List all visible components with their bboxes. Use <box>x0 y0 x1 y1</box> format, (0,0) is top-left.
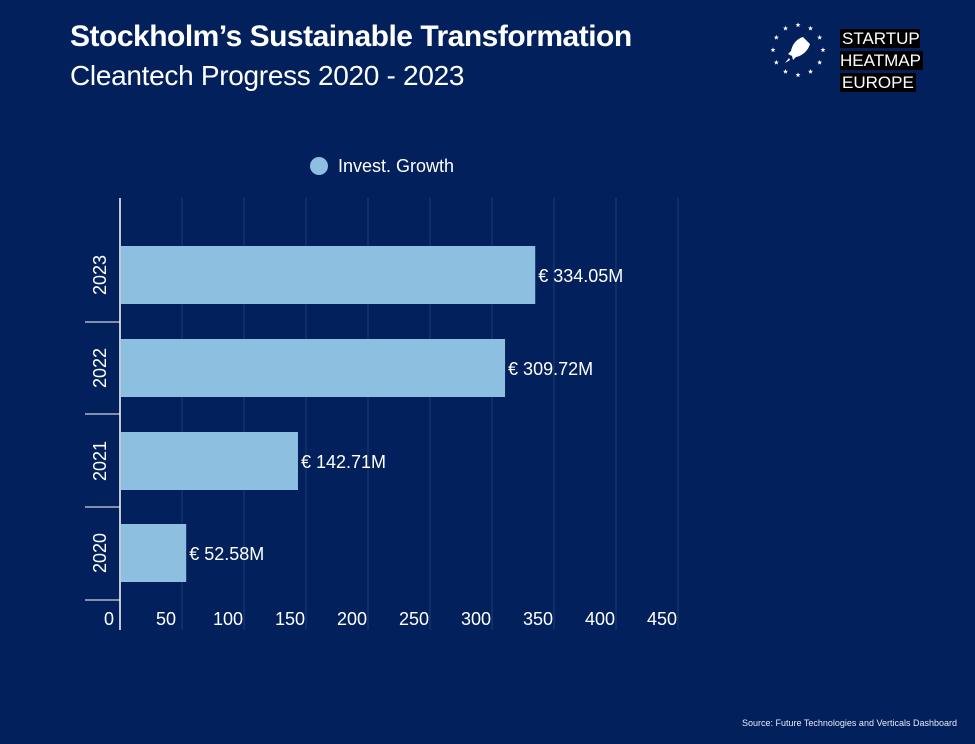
logo-star <box>783 69 788 74</box>
y-category-label: 2021 <box>90 441 110 481</box>
bar-value-label: € 52.58M <box>189 544 264 564</box>
legend-swatch <box>310 157 328 175</box>
logo-star <box>795 72 801 78</box>
logo-star <box>817 34 823 40</box>
bar-2020 <box>121 524 187 582</box>
x-tick-label: 150 <box>275 609 305 629</box>
x-tick-label: 450 <box>647 609 677 629</box>
x-tick-label: 100 <box>213 609 243 629</box>
logo-star <box>820 47 826 53</box>
logo-star <box>808 25 813 31</box>
bar-value-label: € 309.72M <box>508 359 593 379</box>
y-category-label: 2022 <box>90 348 110 388</box>
logo-star <box>783 25 788 31</box>
y-category-label: 2020 <box>90 533 110 573</box>
chart-legend: Invest. Growth <box>310 154 454 178</box>
logo-star <box>773 59 779 65</box>
bar-2021 <box>121 432 298 490</box>
startup-heatmap-logo: STARTUP HEATMAP EUROPE <box>768 20 958 92</box>
x-tick-label: 250 <box>399 609 429 629</box>
y-category-label: 2023 <box>90 255 110 295</box>
bar-2023 <box>121 246 536 304</box>
source-note: Source: Future Technologies and Vertical… <box>742 718 957 728</box>
rocket-icon <box>770 22 826 78</box>
chart-subtitle: Cleantech Progress 2020 - 2023 <box>70 60 465 91</box>
logo-line-2: EUROPE <box>840 73 916 92</box>
chart-title: Stockholm’s Sustainable Transformation <box>70 20 632 53</box>
logo-star <box>817 59 823 65</box>
x-tick-label: 400 <box>585 609 615 629</box>
logo-star <box>773 34 779 40</box>
bar-value-label: € 334.05M <box>538 266 623 286</box>
logo-star <box>795 22 801 28</box>
x-tick-label: 50 <box>156 609 176 629</box>
bar-2022 <box>121 339 506 397</box>
x-tick-label: 200 <box>337 609 367 629</box>
legend-label: Invest. Growth <box>338 155 455 176</box>
logo-star <box>808 69 813 74</box>
bar-value-label: € 142.71M <box>301 452 386 472</box>
logo-star <box>770 47 776 53</box>
x-tick-label: 0 <box>104 609 114 629</box>
x-tick-label: 350 <box>523 609 553 629</box>
x-tick-label: 300 <box>461 609 491 629</box>
logo-wordmark: STARTUP HEATMAP EUROPE <box>840 28 958 94</box>
